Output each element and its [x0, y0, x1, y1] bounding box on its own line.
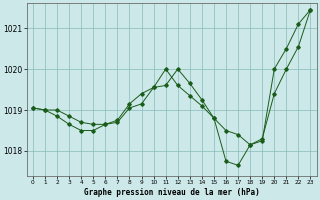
X-axis label: Graphe pression niveau de la mer (hPa): Graphe pression niveau de la mer (hPa): [84, 188, 260, 197]
